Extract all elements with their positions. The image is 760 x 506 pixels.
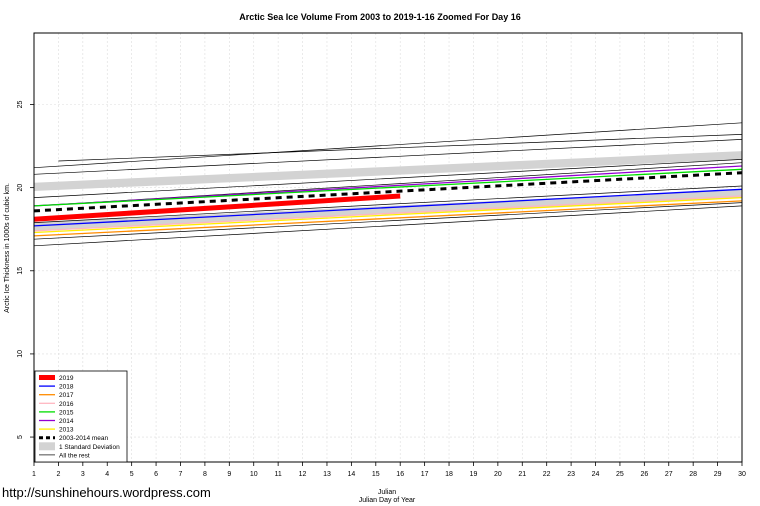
legend-label: 2013 bbox=[59, 427, 74, 434]
series-line-2003-2014-mean bbox=[33, 171, 743, 213]
x-tick-label: 2 bbox=[56, 471, 60, 478]
other-year-line bbox=[33, 205, 743, 247]
x-tick-label: 18 bbox=[445, 471, 453, 478]
x-tick-label: 19 bbox=[470, 471, 478, 478]
x-tick-label: 29 bbox=[714, 471, 722, 478]
axes: 1 2 3 4 5 6 7 8 9 10 11 12 13 14 15 16 17 18 19 20 21 22 23 24 2… bbox=[17, 101, 746, 478]
other-year-line bbox=[58, 134, 743, 162]
chart-title: Arctic Sea Ice Volume From 2003 to 2019-… bbox=[239, 12, 520, 22]
legend-label: 2015 bbox=[59, 409, 74, 416]
series-line-2017 bbox=[33, 200, 743, 237]
x-tick-label: 6 bbox=[154, 471, 158, 478]
x-tick-label: 27 bbox=[665, 471, 673, 478]
other-year-line bbox=[33, 185, 743, 223]
x-tick-label: 21 bbox=[518, 471, 526, 478]
watermark-url: http://sunshinehours.wordpress.com bbox=[2, 485, 211, 500]
series-line-2016 bbox=[33, 195, 743, 232]
legend-label: 2014 bbox=[59, 418, 74, 425]
x-tick-label: 16 bbox=[396, 471, 404, 478]
other-years-lines bbox=[33, 122, 743, 247]
std-band-lower bbox=[34, 189, 742, 231]
x-axis-sublabel: Julian Day of Year bbox=[359, 497, 416, 504]
other-year-line bbox=[33, 202, 743, 240]
x-tick-label: 14 bbox=[347, 471, 355, 478]
x-tick-label: 11 bbox=[274, 471, 281, 478]
series-line-2019 bbox=[33, 193, 401, 222]
x-tick-label: 26 bbox=[640, 471, 648, 478]
legend-label: 2017 bbox=[59, 392, 74, 399]
legend-label: 2003-2014 mean bbox=[59, 435, 109, 442]
legend-label: 2018 bbox=[59, 384, 74, 391]
legend-label: 2016 bbox=[59, 401, 74, 408]
y-tick-label: 15 bbox=[17, 267, 24, 275]
other-year-line bbox=[33, 159, 743, 198]
x-axis-label: Julian bbox=[378, 489, 396, 496]
y-tick-label: 10 bbox=[17, 350, 24, 358]
x-tick-label: 9 bbox=[227, 471, 231, 478]
std-deviation-band bbox=[34, 151, 742, 231]
x-tick-label: 30 bbox=[738, 471, 746, 478]
x-tick-label: 8 bbox=[203, 471, 207, 478]
x-tick-label: 20 bbox=[494, 471, 502, 478]
x-tick-label: 3 bbox=[81, 471, 85, 478]
x-tick-label: 28 bbox=[689, 471, 697, 478]
y-tick-label: 5 bbox=[17, 435, 24, 439]
plot-frame bbox=[33, 32, 743, 463]
y-tick-label: 20 bbox=[17, 184, 24, 192]
x-tick-label: 10 bbox=[250, 471, 258, 478]
x-tick-label: 7 bbox=[179, 471, 183, 478]
x-tick-label: 23 bbox=[567, 471, 575, 478]
legend-label: 2019 bbox=[59, 375, 74, 382]
y-axis-label: Arctic Ice Thickness in 1000s of cubic k… bbox=[4, 183, 11, 313]
x-tick-label: 5 bbox=[130, 471, 134, 478]
series-line-2018 bbox=[33, 188, 743, 227]
x-tick-label: 12 bbox=[299, 471, 307, 478]
series-line-2015 bbox=[33, 168, 743, 207]
y-tick-label: 25 bbox=[17, 101, 24, 109]
x-tick-label: 1 bbox=[32, 471, 36, 478]
x-tick-label: 13 bbox=[323, 471, 331, 478]
series-line-2013 bbox=[33, 196, 743, 234]
legend-label: All the rest bbox=[59, 452, 90, 459]
other-year-line bbox=[33, 139, 743, 175]
legend-label: 1 Standard Deviation bbox=[59, 444, 120, 451]
x-tick-label: 22 bbox=[543, 471, 551, 478]
std-band-upper bbox=[34, 151, 742, 191]
x-tick-label: 15 bbox=[372, 471, 380, 478]
x-tick-label: 4 bbox=[105, 471, 109, 478]
x-tick-label: 25 bbox=[616, 471, 624, 478]
x-tick-label: 17 bbox=[421, 471, 429, 478]
series-lines bbox=[33, 165, 743, 237]
x-tick-label: 24 bbox=[592, 471, 600, 478]
other-year-line bbox=[33, 122, 743, 169]
